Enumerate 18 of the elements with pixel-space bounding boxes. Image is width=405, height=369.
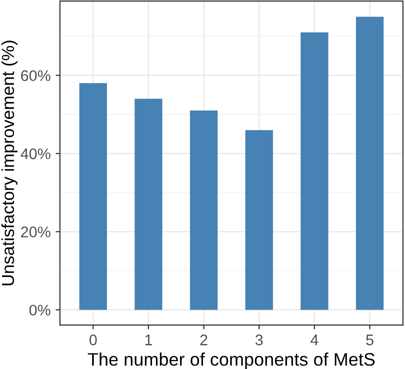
x-tick-label: 1 xyxy=(145,334,152,346)
y-axis-title: Unsatisfactory improvement (%) xyxy=(1,40,18,286)
bar xyxy=(79,83,107,310)
x-tick-label: 3 xyxy=(255,334,263,346)
bar xyxy=(245,130,273,310)
y-tick-label: 40% xyxy=(20,148,50,160)
x-axis-title: The number of components of MetS xyxy=(88,352,375,369)
x-tick-label: 5 xyxy=(366,334,374,346)
bar xyxy=(300,32,328,310)
y-tick-label: 20% xyxy=(21,226,50,238)
x-tick-label: 2 xyxy=(200,334,208,346)
bar xyxy=(356,16,384,310)
bar xyxy=(190,110,218,310)
x-tick-label: 4 xyxy=(310,334,318,346)
x-tick-label: 0 xyxy=(89,334,97,346)
bar xyxy=(134,98,162,310)
y-tick-label: 60% xyxy=(21,70,50,82)
y-tick-label: 0% xyxy=(29,304,50,316)
